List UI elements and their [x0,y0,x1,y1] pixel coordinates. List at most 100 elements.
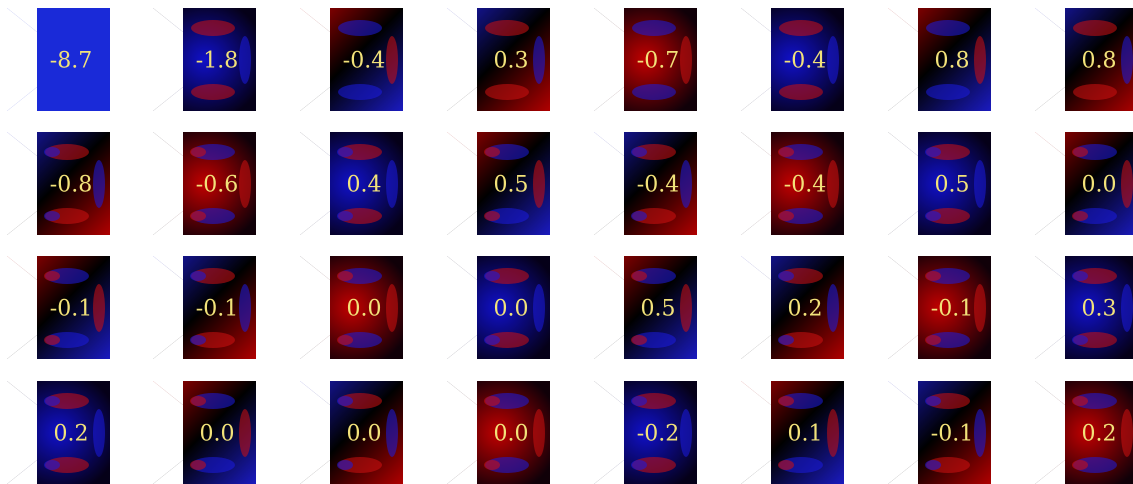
tile-lobe [827,160,839,208]
mode-tile: -8.7 [7,8,110,111]
tile-wedge [153,381,183,405]
tile-lobe [974,36,986,84]
mode-value: -0.1 [931,297,973,322]
tile-wedge [888,132,918,156]
tile-wedge [888,335,918,359]
tile-lobe [827,409,839,457]
mode-value: 0.5 [935,173,970,198]
tile-lobe [190,271,206,281]
tile-lobe [926,84,970,100]
tile-lobe [337,211,353,221]
tile-lobe [925,396,941,406]
tile-wedge [594,132,624,156]
tile-lobe [337,460,353,470]
tile-wedge [7,381,37,405]
mode-value: 0.5 [641,297,676,322]
tile-wedge [1035,132,1065,156]
tile-wedge [153,132,183,156]
tile-lobe [632,84,676,100]
tile-wedge [741,87,771,111]
tile-lobe [680,284,692,332]
tile-wedge [741,460,771,484]
mode-tile: 0.2 [1035,381,1133,484]
tile-lobe [484,211,500,221]
tile-lobe [925,271,941,281]
tile-lobe [533,284,545,332]
tile-wedge [300,87,330,111]
tile-lobe [1121,284,1133,332]
tile-lobe [191,20,235,36]
mode-value: 0.3 [1082,297,1117,322]
mode-value: -0.1 [50,297,92,322]
mode-value: -0.7 [637,49,679,74]
tile-wedge [447,87,477,111]
mode-value: -0.2 [637,422,679,447]
tile-lobe [93,409,105,457]
mode-tile: -0.4 [741,8,844,111]
tile-lobe [778,211,794,221]
mode-value: -0.8 [50,173,92,198]
tile-wedge [888,87,918,111]
tile-wedge [447,211,477,235]
tile-wedge [594,87,624,111]
tile-wedge [1035,335,1065,359]
tile-lobe [925,211,941,221]
tile-wedge [741,211,771,235]
tile-lobe [338,84,382,100]
tile-wedge [888,211,918,235]
tile-wedge [741,381,771,405]
tile-lobe [190,335,206,345]
tile-wedge [153,211,183,235]
mode-tile: 0.5 [594,256,697,359]
mode-tile: 0.5 [447,132,550,235]
mode-value: 0.2 [1082,422,1117,447]
tile-lobe [680,409,692,457]
tile-lobe [386,409,398,457]
tile-lobe [778,460,794,470]
tile-wedge [300,211,330,235]
tile-wedge [594,460,624,484]
tile-lobe [1072,211,1088,221]
mode-tile: -0.6 [153,132,256,235]
mode-tile: 0.8 [1035,8,1133,111]
tile-wedge [300,460,330,484]
tile-wedge [1035,256,1065,280]
mode-value: -0.6 [196,173,238,198]
tile-lobe [1073,20,1117,36]
tile-lobe [1121,36,1133,84]
tile-wedge [594,381,624,405]
tile-lobe [239,284,251,332]
mode-value: 0.0 [1082,173,1117,198]
tile-lobe [191,84,235,100]
mode-tile: 0.0 [447,381,550,484]
tile-lobe [190,460,206,470]
page: -8.7-1.8-0.40.3-0.7-0.40.80.8-0.8-0.60.4… [0,0,1133,484]
tile-wedge [1035,381,1065,405]
mode-figure: -8.7-1.8-0.40.3-0.7-0.40.80.8-0.8-0.60.4… [0,0,1133,484]
mode-tile: 0.4 [300,132,403,235]
tile-wedge [594,335,624,359]
tile-lobe [337,335,353,345]
mode-value: 0.0 [200,422,235,447]
tile-lobe [484,147,500,157]
tile-wedge [300,381,330,405]
tile-lobe [925,335,941,345]
mode-tile: -1.8 [153,8,256,111]
mode-tile: -0.4 [594,132,697,235]
tile-wedge [447,381,477,405]
tile-lobe [778,335,794,345]
tile-lobe [1072,271,1088,281]
tile-lobe [778,147,794,157]
tile-lobe [632,20,676,36]
tile-lobe [778,271,794,281]
tile-lobe [1072,335,1088,345]
tile-wedge [1035,211,1065,235]
mode-tile: 0.0 [1035,132,1133,235]
tile-lobe [93,284,105,332]
tile-lobe [827,284,839,332]
tile-wedge [888,460,918,484]
tile-wedge [594,211,624,235]
mode-value: 0.0 [347,422,382,447]
tile-lobe [386,36,398,84]
mode-value: -0.4 [637,173,679,198]
